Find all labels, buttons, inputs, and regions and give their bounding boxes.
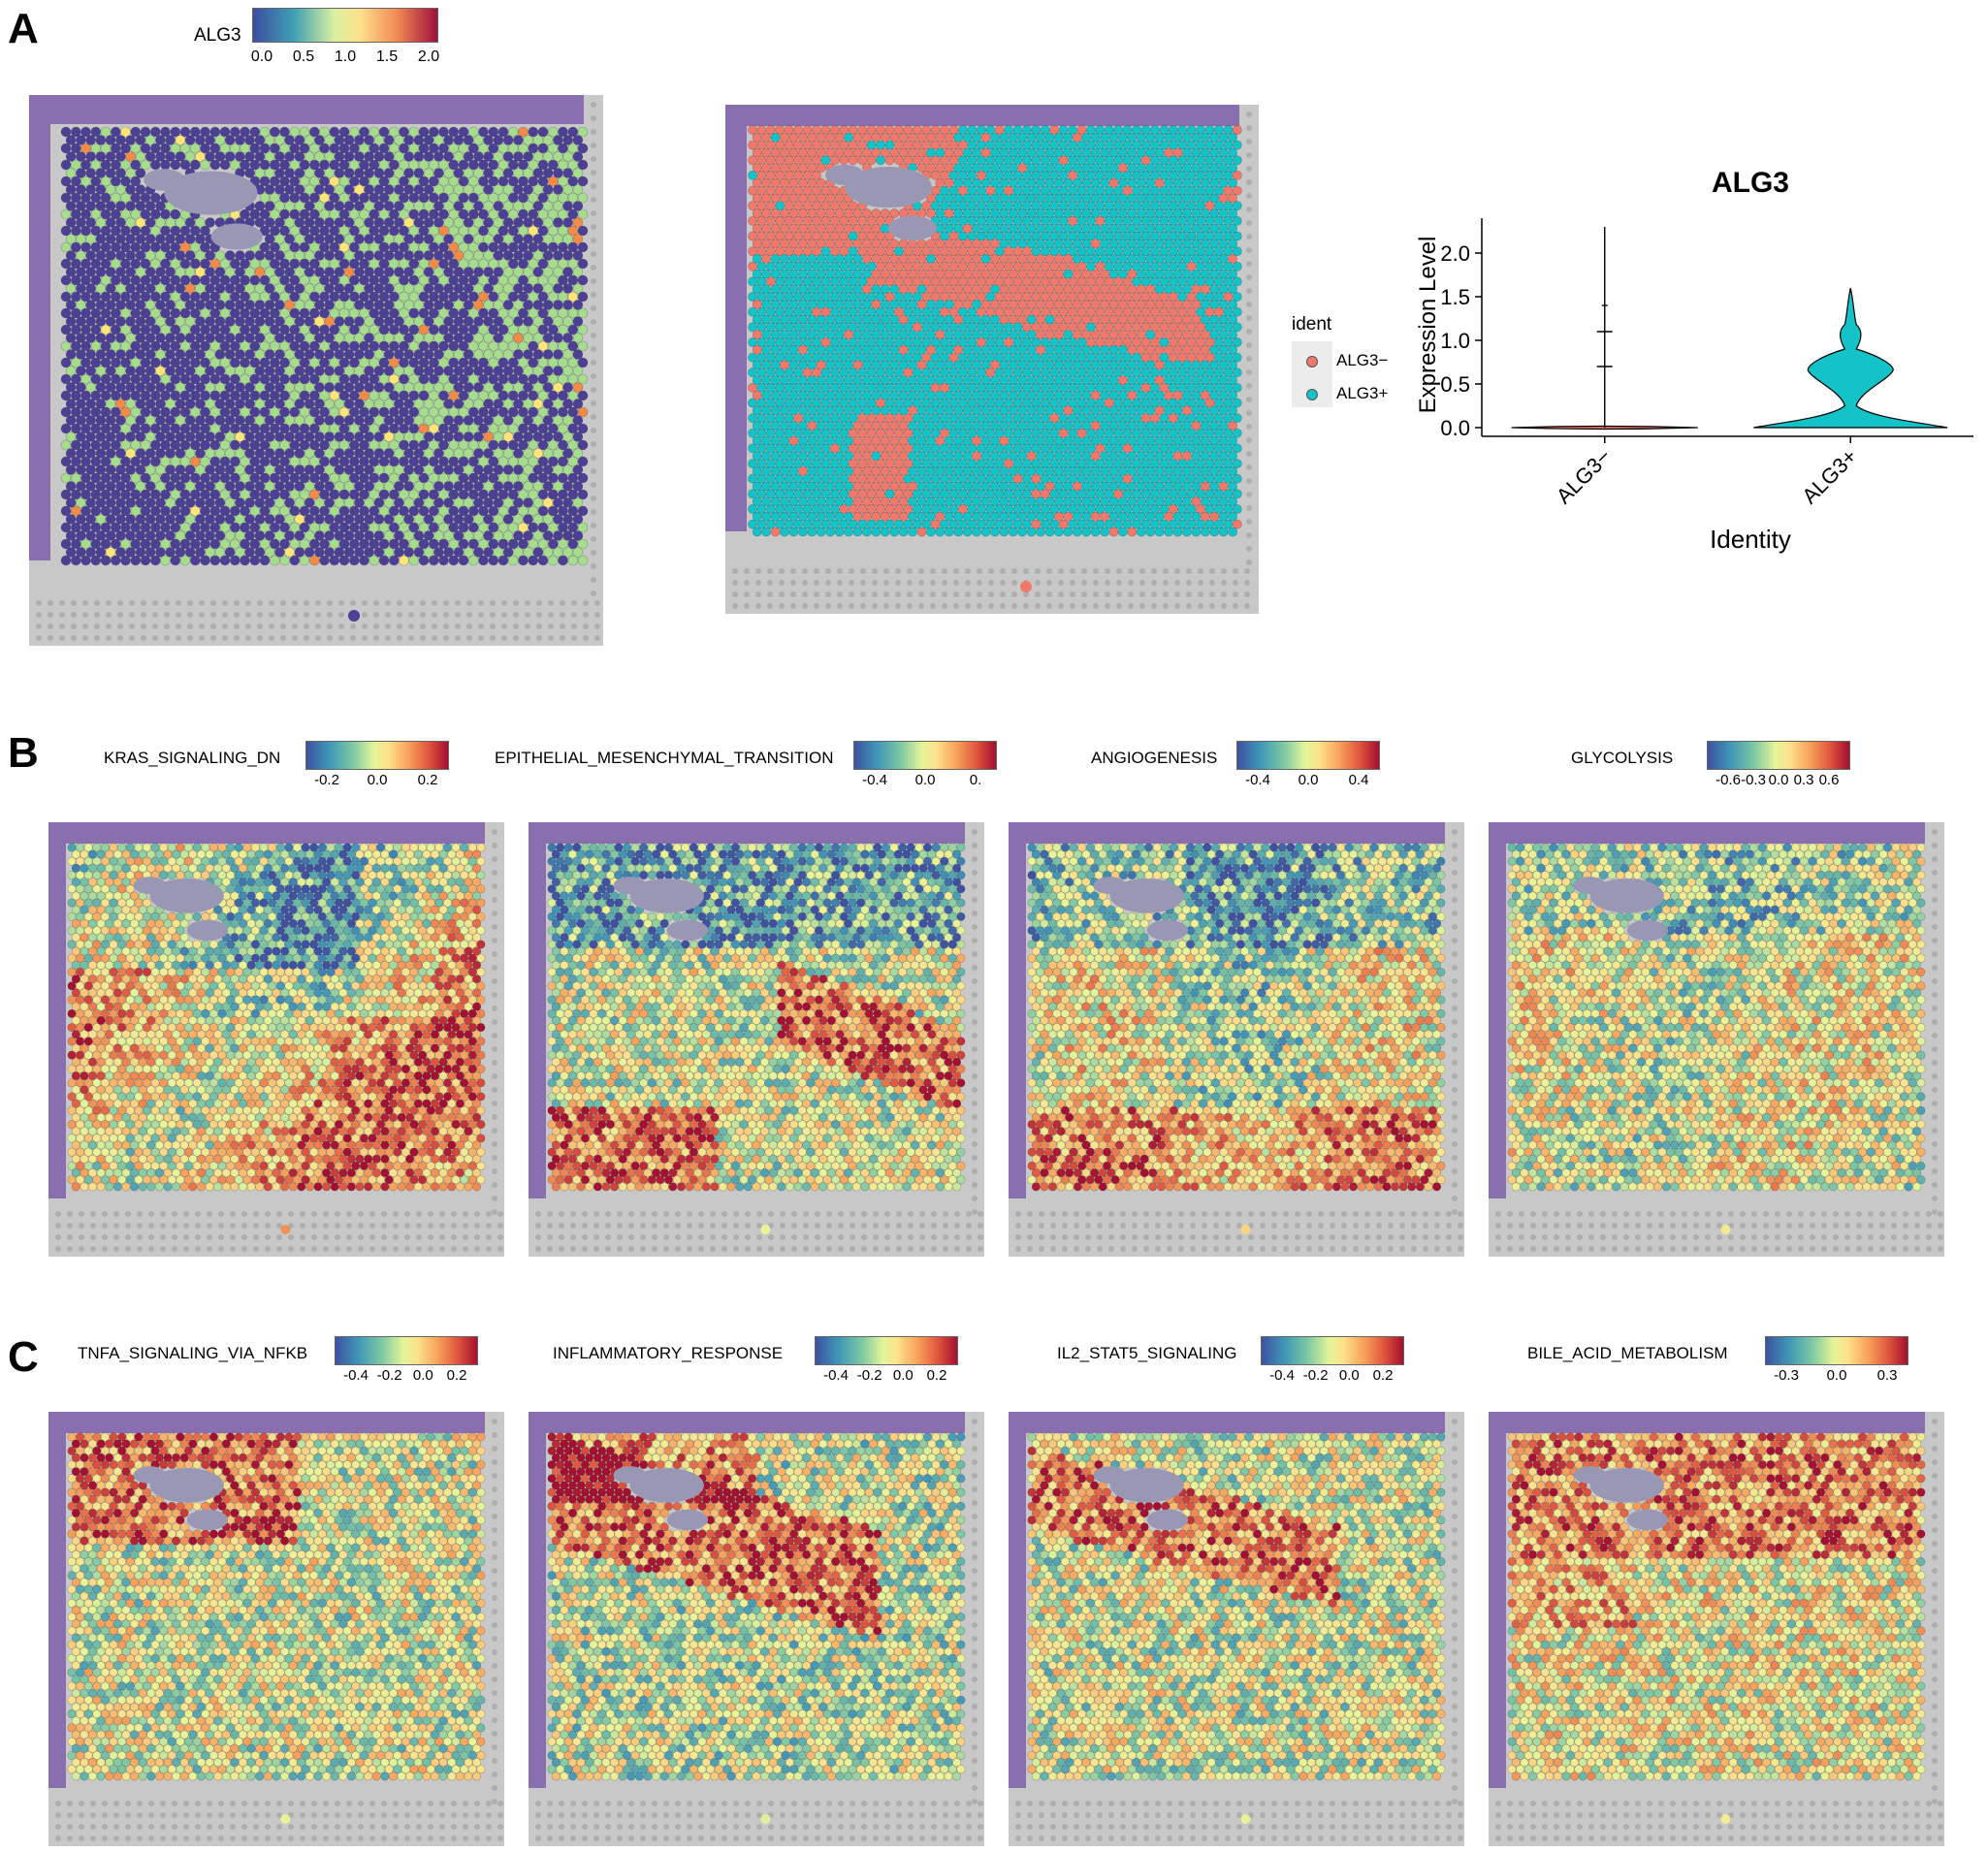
hallmark-colorbar-tick-label: 0.4 (1349, 772, 1369, 788)
hallmark-colorbar-tick-label: 0.2 (1373, 1367, 1394, 1384)
hallmark-title: INFLAMMATORY_RESPONSE (553, 1344, 783, 1363)
hallmark-spatial-plot (48, 1412, 504, 1846)
hallmark-title: BILE_ACID_METABOLISM (1527, 1344, 1728, 1363)
hallmark-spatial-plot (48, 822, 504, 1257)
hallmark-spatial-plot (529, 1412, 984, 1846)
violin-y-axis-label: Expression Level (1415, 237, 1441, 414)
hallmark-colorbar-tick-label: -0.4 (823, 1367, 849, 1384)
hallmark-colorbar (305, 741, 449, 770)
violin-y-tick-label: 1.0 (1440, 329, 1470, 353)
hallmark-colorbar-tick-label: -0.3 (1774, 1367, 1799, 1384)
hallmark-colorbar (815, 1336, 958, 1365)
hallmark-colorbar (853, 741, 997, 770)
hallmark-colorbar-tick-label: -0.4 (1245, 772, 1270, 788)
violin-x-tick-label: ALG3− (1552, 444, 1617, 509)
ident-legend-label-pos: ALG3+ (1336, 384, 1388, 403)
hallmark-colorbar-tick-label: 0.2 (418, 772, 438, 788)
hallmark-title: ANGIOGENESIS (1091, 749, 1217, 768)
violin-x-axis-label: Identity (1710, 525, 1791, 554)
alg3-colorbar (252, 8, 438, 43)
panel-label-a: A (8, 8, 39, 50)
hallmark-title: EPITHELIAL_MESENCHYMAL_TRANSITION (495, 749, 834, 768)
hallmark-colorbar (1765, 1336, 1908, 1365)
panel-label-c: C (8, 1336, 39, 1379)
hallmark-colorbar (1707, 741, 1850, 770)
hallmark-colorbar-tick-label: 0.2 (447, 1367, 467, 1384)
hallmark-colorbar-tick-label: 0.0 (1299, 772, 1319, 788)
alg3-colorbar-tick-label: 1.0 (335, 48, 356, 66)
alg3-expression-spatial-plot (29, 95, 603, 646)
alg3-colorbar-tick-label: 0.5 (293, 48, 314, 66)
violin-shape-pos (1753, 287, 1948, 429)
hallmark-colorbar (1236, 741, 1380, 770)
hallmark-colorbar-tick-label: 0. (970, 772, 982, 788)
hallmark-colorbar-tick-label: 0.0 (368, 772, 388, 788)
alg3-colorbar-tick-label: 2.0 (418, 48, 439, 66)
violin-y-tick-label: 2.0 (1440, 241, 1470, 266)
hallmark-colorbar-tick-label: 0.2 (927, 1367, 947, 1384)
alg3-violin-chart: ALG3 Expression Level Identity 0.0 0.5 1.0… (1415, 167, 1973, 554)
hallmark-colorbar (1261, 1336, 1404, 1365)
ident-legend-dot-neg (1306, 356, 1318, 367)
ident-cluster-spatial-plot (725, 105, 1259, 614)
hallmark-colorbar-tick-label: -0.3 (1741, 772, 1766, 788)
hallmark-colorbar-tick-label: 0.0 (413, 1367, 433, 1384)
ident-legend-label-neg: ALG3− (1336, 351, 1388, 370)
alg3-colorbar-tick-label: 0.0 (251, 48, 273, 66)
hallmark-colorbar-tick-label: -0.4 (862, 772, 887, 788)
hallmark-colorbar-tick-label: 0.0 (1769, 772, 1789, 788)
hallmark-colorbar-tick-label: -0.4 (1269, 1367, 1295, 1384)
hallmark-title: KRAS_SIGNALING_DN (104, 749, 280, 768)
violin-title: ALG3 (1712, 167, 1789, 199)
violin-y-tick-label: 0.5 (1440, 372, 1470, 397)
hallmark-colorbar-tick-label: 0.3 (1877, 1367, 1898, 1384)
hallmark-colorbar-tick-label: -0.2 (857, 1367, 882, 1384)
hallmark-colorbar-tick-label: 0.3 (1794, 772, 1814, 788)
ident-legend-title: ident (1292, 314, 1331, 335)
violin-y-tick-label: 1.5 (1440, 285, 1470, 309)
hallmark-title: TNFA_SIGNALING_VIA_NFKB (78, 1344, 307, 1363)
hallmark-colorbar-tick-label: 0.6 (1819, 772, 1840, 788)
hallmark-title: GLYCOLYSIS (1571, 749, 1673, 768)
hallmark-title: IL2_STAT5_SIGNALING (1057, 1344, 1237, 1363)
hallmark-spatial-plot (1489, 822, 1944, 1257)
alg3-colorbar-tick-label: 1.5 (376, 48, 398, 66)
hallmark-spatial-plot (1489, 1412, 1944, 1846)
hallmark-colorbar-tick-label: 0.0 (893, 1367, 914, 1384)
panel-label-b: B (8, 732, 39, 775)
hallmark-colorbar-tick-label: 0.0 (1827, 1367, 1847, 1384)
violin-y-tick-label: 0.0 (1440, 416, 1470, 440)
hallmark-colorbar-tick-label: 0.0 (1339, 1367, 1360, 1384)
hallmark-spatial-plot (1009, 1412, 1464, 1846)
hallmark-colorbar-tick-label: -0.2 (314, 772, 339, 788)
ident-legend-dot-pos (1306, 389, 1318, 400)
violin-x-tick-label: ALG3+ (1797, 444, 1862, 509)
hallmark-colorbar-tick-label: -0.4 (343, 1367, 369, 1384)
hallmark-spatial-plot (529, 822, 984, 1257)
alg3-legend-title: ALG3 (194, 25, 241, 47)
hallmark-colorbar-tick-label: -0.2 (1303, 1367, 1329, 1384)
hallmark-colorbar (335, 1336, 478, 1365)
hallmark-colorbar-tick-label: -0.6 (1715, 772, 1741, 788)
hallmark-spatial-plot (1009, 822, 1464, 1257)
hallmark-colorbar-tick-label: 0.0 (915, 772, 936, 788)
hallmark-colorbar-tick-label: -0.2 (377, 1367, 402, 1384)
